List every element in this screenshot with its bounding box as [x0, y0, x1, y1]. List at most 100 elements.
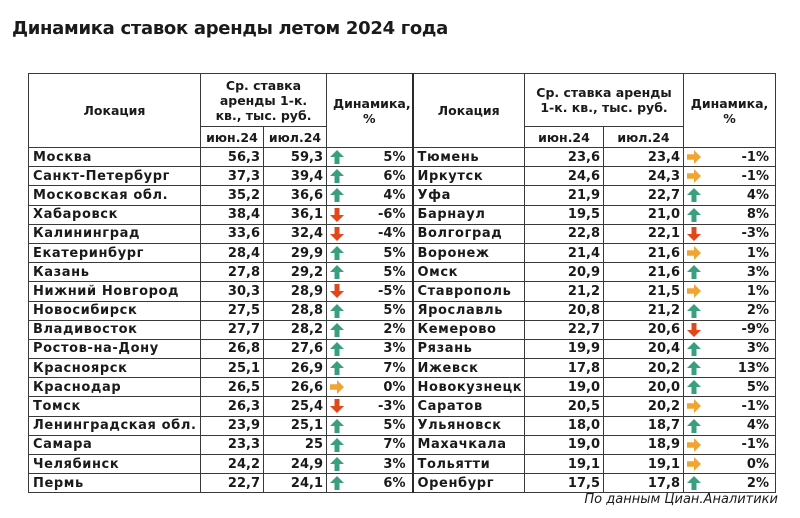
jun-value-cell: 23,9	[200, 415, 264, 436]
jun-value-cell: 22,8	[524, 223, 604, 244]
table-row: Ростов-на-Дону 26,8 27,6 3% Рязань 19,9 20,4 3%	[28, 338, 776, 360]
change-percent: 3%	[383, 341, 406, 357]
change-percent: 5%	[383, 303, 406, 319]
arrow-up-icon	[330, 150, 344, 164]
jun-value-cell: 21,2	[524, 281, 604, 302]
location-cell: Ульяновск	[411, 415, 525, 436]
jun-value-cell: 21,4	[524, 242, 604, 264]
jun-value-cell: 17,8	[524, 358, 604, 379]
location-cell: Томск	[28, 396, 201, 417]
change-percent: 0%	[746, 456, 769, 472]
dynamics-cell: 4%	[683, 185, 776, 206]
dynamics-cell: 6%	[326, 166, 413, 187]
location-cell: Тольятти	[411, 453, 525, 475]
change-percent: 4%	[746, 418, 769, 434]
table-body: Москва 56,3 59,3 5% Тюмень 23,6 23,4 -1% Санкт-П…	[28, 146, 776, 494]
header-location-right: Локация	[411, 73, 525, 148]
dynamics-cell: -1%	[683, 146, 776, 168]
change-percent: -1%	[741, 149, 769, 165]
dynamics-cell: 3%	[326, 453, 413, 475]
change-percent: 13%	[737, 360, 769, 376]
table-row: Московская обл. 35,2 36,6 4% Уфа 21,9 22,7 4%	[28, 185, 776, 206]
dynamics-cell: -4%	[326, 223, 413, 244]
jul-value-cell: 26,9	[263, 358, 327, 379]
dynamics-cell: 6%	[326, 473, 413, 494]
location-cell: Ставрополь	[411, 281, 525, 302]
dynamics-cell: -1%	[683, 166, 776, 187]
change-percent: 4%	[746, 187, 769, 203]
location-cell: Красноярск	[28, 358, 201, 379]
change-percent: 1%	[746, 283, 769, 299]
jul-value-cell: 21,0	[603, 204, 684, 225]
table-row: Новосибирск 27,5 28,8 5% Ярославль 20,8 21,2 2%	[28, 300, 776, 321]
arrow-right-icon	[687, 284, 701, 299]
arrow-up-icon	[330, 476, 344, 491]
jul-value-cell: 21,6	[603, 262, 684, 283]
location-cell: Нижний Новгород	[28, 281, 201, 302]
jul-value-cell: 25	[263, 434, 327, 456]
table-row: Нижний Новгород 30,3 28,9 -5% Ставрополь 21,2…	[28, 281, 776, 302]
table-row: Самара 23,3 25 7% Махачкала 19,0 18,9 -1%	[28, 434, 776, 456]
location-cell: Рязань	[411, 338, 525, 360]
jun-value-cell: 30,3	[200, 281, 264, 302]
jul-value-cell: 27,6	[263, 338, 327, 360]
rent-rates-table: Локация Ср. ставка аренды 1-к. кв., тыс.…	[28, 73, 776, 494]
change-percent: -3%	[378, 399, 406, 415]
change-percent: 5%	[383, 149, 406, 165]
header-jun-right: июн.24	[524, 126, 604, 148]
jul-value-cell: 32,4	[263, 223, 327, 244]
jul-value-cell: 28,2	[263, 319, 327, 340]
jul-value-cell: 59,3	[263, 146, 327, 168]
table-row: Пермь 22,7 24,1 6% Оренбург 17,5 17,8 2%	[28, 473, 776, 494]
dynamics-cell: 1%	[683, 242, 776, 264]
dynamics-cell: 3%	[683, 338, 776, 360]
jun-value-cell: 25,1	[200, 358, 264, 379]
change-percent: 5%	[746, 379, 769, 395]
change-percent: 5%	[383, 418, 406, 434]
arrow-up-icon	[687, 476, 701, 491]
arrow-up-icon	[687, 265, 701, 280]
location-cell: Махачкала	[411, 434, 525, 456]
table-row: Челябинск 24,2 24,9 3% Тольятти 19,1 19,1 0%	[28, 453, 776, 475]
arrow-up-icon	[687, 188, 701, 203]
change-percent: 0%	[383, 379, 406, 395]
dynamics-cell: -3%	[683, 223, 776, 244]
location-cell: Волгоград	[411, 223, 525, 244]
dynamics-cell: -3%	[326, 396, 413, 417]
arrow-up-icon	[330, 303, 344, 318]
jun-value-cell: 22,7	[524, 319, 604, 340]
jun-value-cell: 24,2	[200, 453, 264, 475]
arrow-right-icon	[687, 399, 701, 414]
jul-value-cell: 19,1	[603, 453, 684, 475]
header-dynamics-left: Динамика, %	[326, 73, 413, 148]
jun-value-cell: 19,0	[524, 434, 604, 456]
location-cell: Санкт-Петербург	[28, 166, 201, 187]
change-percent: 5%	[383, 264, 406, 280]
dynamics-cell: 7%	[326, 358, 413, 379]
jul-value-cell: 18,9	[603, 434, 684, 456]
jun-value-cell: 27,5	[200, 300, 264, 321]
jul-value-cell: 22,1	[603, 223, 684, 244]
jul-value-cell: 24,1	[263, 473, 327, 494]
page-title: Динамика ставок аренды летом 2024 года	[12, 18, 449, 39]
table-row: Краснодар 26,5 26,6 0% Новокузнецк 19,0 20,0 5%	[28, 377, 776, 398]
location-cell: Ижевск	[411, 358, 525, 379]
change-percent: 5%	[383, 245, 406, 261]
arrow-right-icon	[687, 169, 701, 184]
location-cell: Иркутск	[411, 166, 525, 187]
dynamics-cell: 5%	[326, 415, 413, 436]
jun-value-cell: 23,6	[524, 146, 604, 168]
change-percent: 6%	[383, 168, 406, 184]
header-jul-left: июл.24	[263, 126, 327, 148]
jul-value-cell: 25,4	[263, 396, 327, 417]
change-percent: 3%	[746, 341, 769, 357]
location-cell: Саратов	[411, 396, 525, 417]
location-cell: Владивосток	[28, 319, 201, 340]
location-cell: Хабаровск	[28, 204, 201, 225]
jun-value-cell: 17,5	[524, 473, 604, 494]
location-cell: Екатеринбург	[28, 242, 201, 264]
jul-value-cell: 36,1	[263, 204, 327, 225]
location-cell: Уфа	[411, 185, 525, 206]
dynamics-cell: 0%	[683, 453, 776, 475]
arrow-right-icon	[687, 150, 701, 164]
